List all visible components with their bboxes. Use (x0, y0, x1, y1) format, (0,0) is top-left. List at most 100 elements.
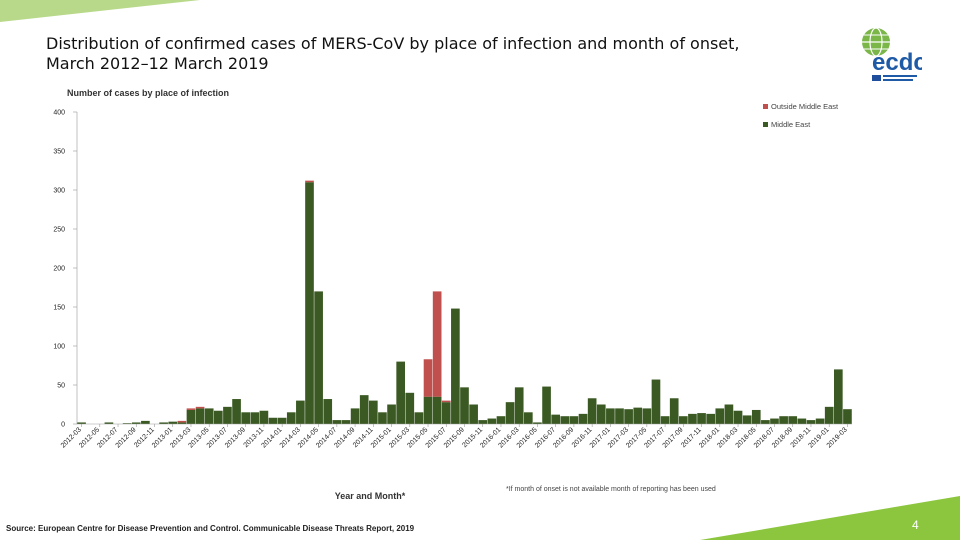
chart-title: Number of cases by place of infection (67, 88, 229, 98)
bar-middle-east-2017-07 (661, 416, 670, 424)
bar-middle-east-2016-03 (515, 387, 524, 424)
bar-middle-east-2015-01 (387, 405, 396, 425)
bar-layer (77, 181, 852, 424)
bar-middle-east-2015-04 (415, 412, 424, 424)
bar-middle-east-2018-02 (725, 405, 734, 425)
bar-middle-east-2013-04 (196, 408, 205, 424)
bar-middle-east-2018-09 (788, 416, 797, 424)
bar-middle-east-2017-04 (633, 408, 642, 424)
bar-middle-east-2018-11 (807, 420, 816, 424)
bar-middle-east-2017-05 (643, 408, 652, 424)
bar-middle-east-2015-09 (460, 387, 469, 424)
y-tick-label: 0 (61, 422, 65, 429)
bar-middle-east-2012-10 (141, 421, 150, 424)
bar-middle-east-2017-10 (688, 414, 697, 424)
bar-middle-east-2017-09 (679, 416, 688, 424)
footer-accent (700, 496, 960, 540)
bar-middle-east-2019-03 (843, 409, 852, 424)
bar-middle-east-2015-10 (469, 405, 478, 425)
bar-middle-east-2013-11 (260, 411, 269, 424)
bar-outside-middle-east-2013-04 (196, 407, 205, 409)
bar-middle-east-2016-02 (506, 402, 515, 424)
bar-middle-east-2014-12 (378, 412, 387, 424)
bar-middle-east-2016-06 (542, 387, 551, 424)
x-axis: 2012-032012-052012-072012-092012-112013-… (60, 424, 852, 450)
bar-middle-east-2017-11 (697, 413, 706, 424)
bar-outside-middle-east-2013-02 (178, 421, 187, 423)
bar-middle-east-2016-08 (560, 416, 569, 424)
bar-middle-east-2013-07 (223, 407, 232, 424)
bar-outside-middle-east-2013-03 (187, 408, 196, 410)
bar-middle-east-2019-02 (834, 369, 843, 424)
bar-middle-east-2015-03 (405, 393, 414, 424)
bar-middle-east-2013-08 (232, 399, 241, 424)
x-axis-title: Year and Month* (335, 491, 406, 501)
bar-middle-east-2018-08 (779, 416, 788, 424)
bar-middle-east-2016-10 (579, 414, 588, 424)
bar-middle-east-2015-08 (451, 309, 460, 424)
chart-legend: Outside Middle East Middle East (763, 102, 839, 129)
bar-middle-east-2015-02 (396, 362, 405, 424)
legend-swatch-outside-middle-east (763, 104, 768, 109)
x-tick-label: 2019-03 (826, 426, 849, 449)
y-tick-label: 200 (53, 266, 65, 273)
bar-middle-east-2014-09 (351, 408, 360, 424)
bar-middle-east-2019-01 (825, 407, 834, 424)
chart-footnote: *If month of onset is not available mont… (506, 486, 716, 493)
bar-outside-middle-east-2015-06 (433, 291, 442, 396)
bar-middle-east-2017-02 (615, 408, 624, 424)
bar-outside-middle-east-2014-04 (305, 181, 314, 183)
bar-middle-east-2013-10 (250, 412, 259, 424)
bar-middle-east-2014-06 (323, 399, 332, 424)
y-tick-label: 150 (53, 305, 65, 312)
bar-middle-east-2013-09 (241, 412, 250, 424)
legend-swatch-middle-east (763, 122, 768, 127)
legend-label-outside-middle-east: Outside Middle East (771, 102, 839, 111)
bar-middle-east-2013-03 (187, 410, 196, 424)
bar-middle-east-2018-05 (752, 410, 761, 424)
source-note: Source: European Centre for Disease Prev… (6, 524, 414, 533)
bar-middle-east-2016-01 (497, 416, 506, 424)
page-number: 4 (912, 518, 919, 532)
y-tick-label: 350 (53, 149, 65, 156)
bar-middle-east-2014-10 (360, 395, 369, 424)
bar-middle-east-2014-01 (278, 418, 287, 424)
y-tick-label: 300 (53, 188, 65, 195)
bar-middle-east-2016-09 (570, 416, 579, 424)
bar-middle-east-2014-07 (333, 420, 342, 424)
bar-middle-east-2016-07 (551, 415, 560, 424)
bar-middle-east-2015-06 (433, 397, 442, 424)
bar-middle-east-2017-01 (606, 408, 615, 424)
y-tick-label: 100 (53, 344, 65, 351)
bar-outside-middle-east-2015-07 (442, 401, 451, 403)
bar-middle-east-2014-02 (287, 412, 296, 424)
bar-middle-east-2013-12 (269, 418, 278, 424)
bar-middle-east-2014-05 (314, 291, 323, 424)
bar-middle-east-2015-12 (488, 419, 497, 424)
bar-middle-east-2015-07 (442, 402, 451, 424)
bar-middle-east-2018-04 (743, 415, 752, 424)
bar-middle-east-2014-03 (296, 401, 305, 424)
bar-middle-east-2017-06 (652, 380, 661, 424)
bar-middle-east-2013-06 (214, 411, 223, 424)
bar-middle-east-2013-01 (168, 422, 177, 424)
legend-label-middle-east: Middle East (771, 120, 811, 129)
bar-middle-east-2015-11 (478, 420, 487, 424)
header-accent (0, 0, 200, 22)
bar-middle-east-2014-11 (369, 401, 378, 424)
bar-middle-east-2018-06 (761, 420, 770, 424)
bar-middle-east-2018-10 (798, 419, 807, 424)
bar-middle-east-2015-05 (424, 397, 433, 424)
bar-middle-east-2016-04 (524, 412, 533, 424)
bar-middle-east-2016-11 (588, 398, 597, 424)
bar-outside-middle-east-2015-05 (424, 359, 433, 396)
y-axis: 050100150200250300350400 (53, 110, 77, 429)
bar-middle-east-2018-07 (770, 419, 779, 424)
bar-middle-east-2014-04 (305, 182, 314, 424)
mers-cov-epicurve-chart: Number of cases by place of infection 05… (0, 0, 960, 540)
bar-middle-east-2014-08 (342, 420, 351, 424)
bar-middle-east-2013-05 (205, 408, 214, 424)
bar-middle-east-2018-12 (816, 419, 825, 424)
y-tick-label: 250 (53, 227, 65, 234)
bar-middle-east-2017-03 (624, 409, 633, 424)
